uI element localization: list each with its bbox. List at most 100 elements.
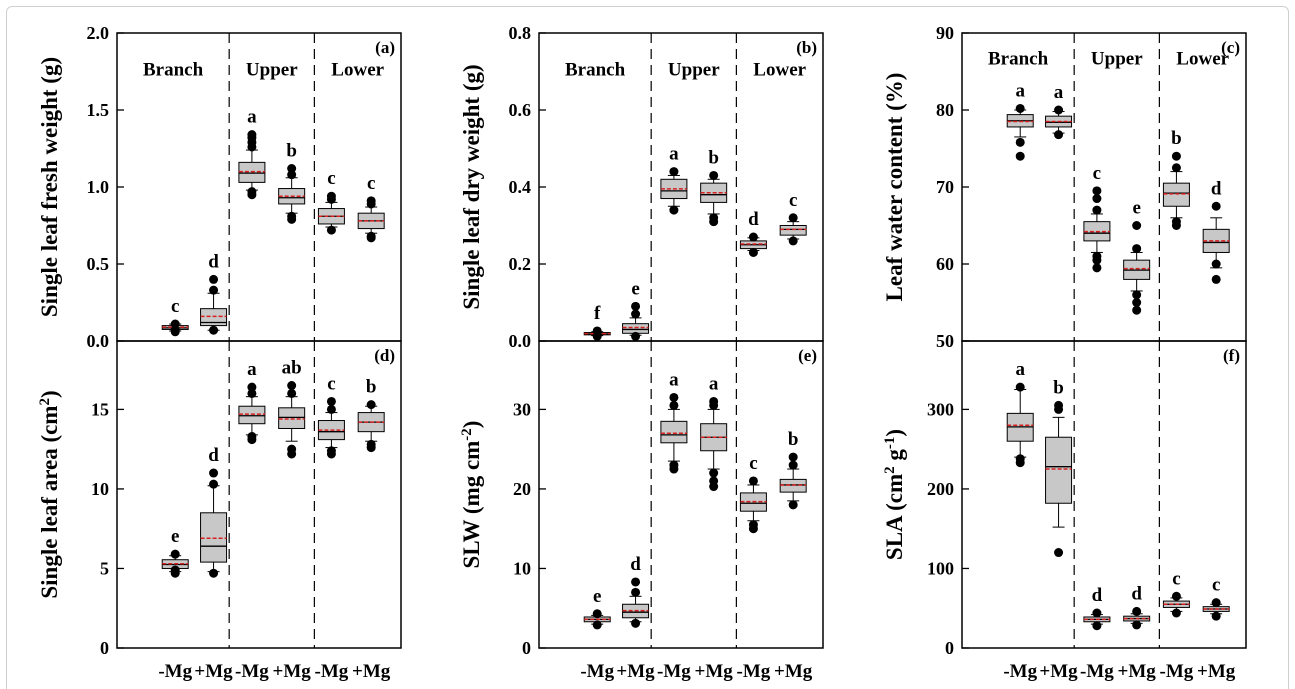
iqr-box bbox=[1162, 182, 1190, 207]
significance-letter: d bbox=[630, 554, 641, 575]
iqr-box bbox=[1045, 436, 1073, 504]
y-tick-label: 0.5 bbox=[87, 254, 110, 274]
outlier-point bbox=[170, 325, 180, 335]
outlier-point bbox=[287, 211, 297, 221]
outlier-point bbox=[170, 565, 180, 575]
x-category-label: +Mg bbox=[1197, 661, 1236, 682]
outlier-point bbox=[1015, 382, 1025, 392]
y-tick-label: 15 bbox=[91, 399, 109, 419]
outlier-point bbox=[170, 549, 180, 559]
plot-frame bbox=[116, 340, 402, 649]
significance-letter: b bbox=[286, 141, 297, 162]
significance-letter: a bbox=[247, 107, 257, 128]
outlier-point bbox=[1092, 621, 1102, 631]
outlier-point bbox=[1015, 151, 1025, 161]
iqr-box bbox=[660, 420, 688, 444]
outlier-point bbox=[1015, 103, 1025, 113]
box-upper-minus-mg: a bbox=[660, 369, 688, 474]
outlier-point bbox=[1092, 205, 1102, 215]
y-tick-label: 0.8 bbox=[509, 23, 532, 43]
box-lower-plusmg: c bbox=[1202, 575, 1230, 621]
significance-letter: f bbox=[594, 303, 601, 324]
box-lower-plusmg: c bbox=[779, 190, 807, 246]
outlier-point bbox=[1092, 263, 1102, 273]
outlier-point bbox=[709, 396, 719, 406]
y-tick-label: 0.0 bbox=[509, 331, 532, 351]
outlier-point bbox=[366, 196, 376, 206]
panel-b: 0.0 0.2 0.4 0.6 0.8 Single leaf dry weight (g… bbox=[459, 23, 824, 351]
outlier-point bbox=[1054, 548, 1064, 558]
box-lower-plusmg: b bbox=[357, 377, 385, 453]
y-tick-label: 10 bbox=[513, 558, 531, 578]
outlier-point bbox=[247, 431, 257, 441]
x-category-label: -Mg bbox=[737, 661, 771, 682]
outlier-point bbox=[326, 191, 336, 201]
iqr-box bbox=[622, 323, 650, 334]
significance-letter: c bbox=[1172, 568, 1180, 589]
significance-letter: b bbox=[708, 147, 719, 168]
outlier-point bbox=[1171, 591, 1181, 601]
box-branch-minus-mg: e bbox=[583, 586, 611, 630]
outlier-point bbox=[1211, 201, 1221, 211]
x-category-label: -Mg bbox=[315, 661, 349, 682]
significance-letter: c bbox=[749, 453, 757, 474]
outlier-point bbox=[669, 392, 679, 402]
outlier-point bbox=[1132, 298, 1142, 307]
outlier-point bbox=[1132, 620, 1142, 630]
outlier-point bbox=[788, 460, 798, 470]
y-tick-label: 10 bbox=[91, 479, 109, 499]
box-lower-minus-mg: b bbox=[1162, 128, 1190, 230]
outlier-point bbox=[170, 319, 180, 329]
box-lower-minus-mg: c bbox=[739, 453, 767, 534]
box-branch-minus-mg: e bbox=[161, 526, 189, 578]
y-tick-label: 20 bbox=[513, 479, 531, 499]
panel-label: (b) bbox=[796, 38, 817, 57]
x-category-label: +Mg bbox=[616, 661, 655, 682]
y-tick-label: 5 bbox=[100, 558, 109, 578]
panel-label: (c) bbox=[1221, 38, 1240, 57]
outlier-point bbox=[1092, 251, 1102, 261]
y-tick-label: 70 bbox=[936, 177, 954, 197]
outlier-point bbox=[592, 326, 602, 336]
outlier-point bbox=[1211, 611, 1221, 621]
significance-letter: d bbox=[1092, 585, 1103, 606]
x-category-label: +Mg bbox=[1039, 661, 1078, 682]
section-label-upper: Upper bbox=[1091, 49, 1143, 70]
outlier-point bbox=[788, 500, 798, 510]
plot-frame bbox=[538, 340, 824, 649]
x-category-label: -Mg bbox=[657, 661, 691, 682]
outlier-point bbox=[1171, 217, 1181, 227]
outlier-point bbox=[1171, 151, 1181, 161]
panel-label: (e) bbox=[798, 346, 817, 365]
y-tick-label: 0 bbox=[100, 638, 109, 658]
outlier-point bbox=[709, 213, 719, 223]
outlier-point bbox=[366, 400, 376, 410]
y-axis-label: Single leaf area (cm2) bbox=[37, 390, 62, 598]
outlier-point bbox=[709, 476, 719, 486]
outlier-point bbox=[631, 618, 641, 628]
significance-letter: ab bbox=[282, 358, 302, 379]
outlier-point bbox=[709, 468, 719, 478]
box-branch-plusmg: d bbox=[200, 445, 228, 578]
significance-letter: e bbox=[593, 586, 601, 607]
box-branch-plusmg: d bbox=[200, 251, 228, 335]
y-tick-label: 0.4 bbox=[509, 177, 532, 197]
outlier-point bbox=[669, 400, 679, 410]
y-tick-label: 80 bbox=[936, 100, 954, 120]
outlier-point bbox=[748, 247, 758, 257]
box-upper-minus-mg: a bbox=[660, 144, 688, 215]
outlier-point bbox=[247, 382, 257, 392]
iqr-box bbox=[238, 405, 266, 425]
box-upper-minus-mg: c bbox=[1083, 163, 1111, 273]
significance-letter: d bbox=[208, 445, 219, 466]
outlier-point bbox=[209, 468, 219, 478]
outlier-point bbox=[669, 167, 679, 177]
significance-letter: c bbox=[327, 373, 335, 394]
section-label-upper: Upper bbox=[246, 59, 298, 80]
x-category-label: -Mg bbox=[1003, 661, 1037, 682]
significance-letter: e bbox=[1132, 198, 1140, 219]
outlier-point bbox=[247, 130, 257, 140]
significance-letter: b bbox=[1171, 128, 1182, 149]
outlier-point bbox=[326, 225, 336, 235]
box-upper-minus-mg: d bbox=[1083, 585, 1111, 631]
